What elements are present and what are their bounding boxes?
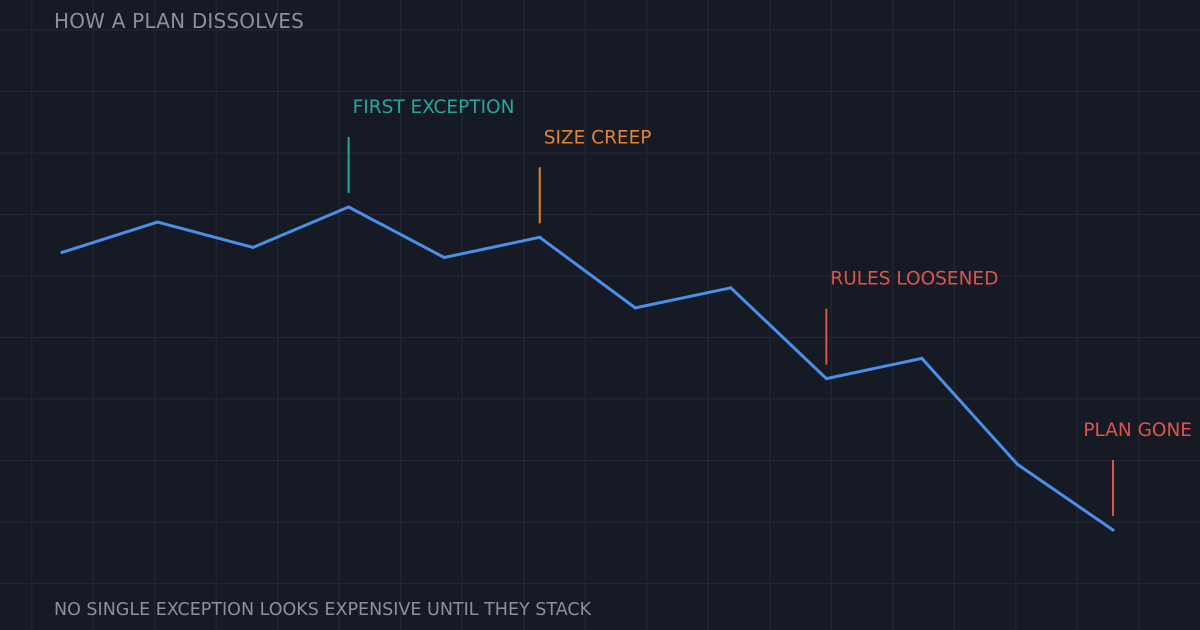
data-point [156, 220, 160, 224]
data-point [60, 250, 64, 254]
data-point [729, 286, 733, 290]
data-point [824, 377, 828, 381]
data-point [1111, 528, 1115, 532]
data-point [251, 245, 255, 249]
annotation-label: SIZE CREEP [544, 127, 652, 148]
series-line [60, 205, 1115, 532]
annotation-label: RULES LOOSENED [830, 269, 998, 290]
data-point [538, 235, 542, 239]
page-title: HOW A PLAN DISSOLVES [54, 9, 305, 33]
annotation-label: FIRST EXCEPTION [353, 97, 515, 118]
chart-annotations: FIRST EXCEPTION SIZE CREEP RULES LOOSENED P… [347, 97, 1192, 516]
data-point [442, 255, 446, 259]
data-point [920, 356, 924, 360]
data-point [633, 306, 637, 310]
data-point [1015, 462, 1019, 466]
annotation-label: PLAN GONE [1083, 420, 1192, 441]
data-point [347, 205, 351, 209]
footer-note: NO SINGLE EXCEPTION LOOKS EXPENSIVE UNTI… [54, 600, 592, 620]
series-points [60, 205, 1115, 532]
